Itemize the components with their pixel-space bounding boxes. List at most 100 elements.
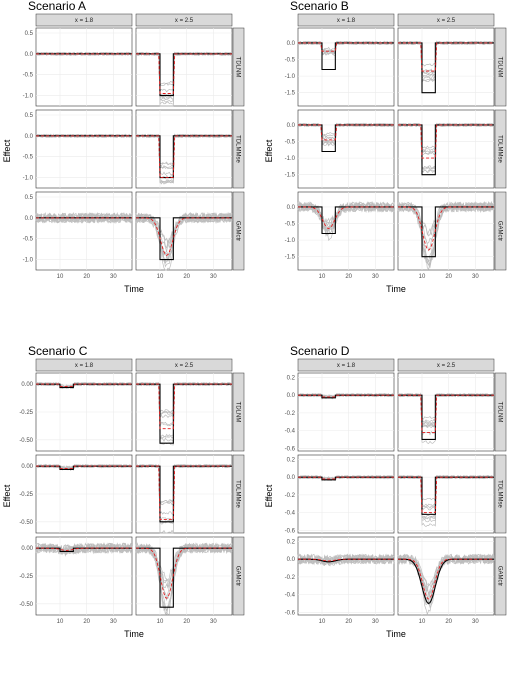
x-tick-label: 30 (472, 619, 479, 625)
x-axis-label: Time (386, 629, 406, 639)
column-strip-label: x = 2.5 (437, 363, 456, 369)
panel-frame (35, 109, 133, 189)
scenario-d: Scenario D Effect Time x = 1.8 0.2 0.0 -0.2 -0.… (264, 344, 507, 639)
simulation-line (297, 201, 395, 234)
column-strip-label: x = 1.8 (75, 363, 94, 369)
mean-line (136, 547, 232, 599)
panel-frame (297, 191, 395, 271)
panel-frame (297, 372, 395, 452)
y-tick-label: 0.5 (25, 195, 34, 201)
row-strip (494, 191, 507, 271)
y-tick-label: 0.0 (287, 123, 296, 129)
y-tick-label: -0.6 (285, 610, 296, 616)
mean-line (298, 476, 394, 480)
mean-line (398, 206, 494, 251)
y-tick-label: -0.4 (285, 511, 296, 517)
y-axis-label: Effect (2, 484, 12, 507)
simulation-line (297, 201, 395, 235)
panel-frame (135, 27, 233, 107)
column-strip-label: x = 2.5 (437, 18, 456, 24)
y-tick-label: 0.00 (21, 382, 33, 388)
x-axis-label: Time (124, 284, 144, 294)
row-strip-label: GAMctr (235, 221, 241, 241)
panel: TDLMMse (135, 109, 245, 189)
y-tick-label: 0.2 (287, 375, 296, 381)
panel: TDLMMse (397, 109, 507, 189)
panel: 0.2 0.0 -0.2 -0.4 -0.6 (285, 454, 395, 534)
y-tick-label: 0.0 (25, 52, 34, 58)
row-strip (232, 536, 245, 616)
x-tick-label: 10 (57, 619, 64, 625)
y-tick-label: 0.00 (21, 546, 33, 552)
row-strip (232, 27, 245, 107)
simulation-line (135, 212, 233, 257)
panel: 10 20 30 GAMctr (397, 191, 507, 280)
y-tick-label: -1.5 (285, 91, 296, 97)
mean-line (136, 465, 232, 521)
y-tick-label: -1.0 (285, 74, 296, 80)
y-tick-label: -0.6 (285, 528, 296, 534)
simulation-line (297, 202, 395, 229)
simulation-line (35, 464, 133, 471)
y-tick-label: -0.5 (285, 222, 296, 228)
row-strip (494, 27, 507, 107)
panel: 10 20 30 GAMctr (397, 536, 507, 625)
mean-line (398, 394, 494, 433)
y-tick-label: -0.25 (19, 492, 33, 498)
panel-frame (35, 27, 133, 107)
panel: 0.00 -0.25 -0.50 (19, 454, 133, 534)
row-strip-label: TDLMMse (497, 480, 503, 508)
panel: TDLNM (135, 372, 245, 452)
row-strip (494, 536, 507, 616)
panel: 0.5 0.0 -0.5 -1.0 (23, 109, 133, 189)
truth-line (136, 547, 232, 608)
column-strip (35, 358, 133, 372)
panel-frame (397, 109, 495, 189)
y-tick-label: -1.5 (285, 255, 296, 261)
truth-line (398, 206, 494, 258)
x-tick-label: 10 (157, 619, 164, 625)
y-axis-label: Effect (264, 139, 274, 162)
panel-frame (297, 454, 395, 534)
panel: 0.5 0.0 -0.5 -1.0 (23, 27, 133, 107)
y-tick-label: -0.2 (285, 575, 296, 581)
column-strip (35, 13, 133, 27)
y-tick-label: -0.5 (285, 58, 296, 64)
panel-frame (297, 109, 395, 189)
panel: 0.2 0.0 -0.2 -0.4 -0.6 10 20 30 (285, 536, 395, 625)
x-tick-label: 20 (445, 274, 452, 280)
mean-line (398, 42, 494, 72)
column-strip (297, 358, 395, 372)
simulation-line (397, 393, 495, 428)
column-strip (397, 358, 495, 372)
y-tick-label: 0.0 (25, 134, 34, 140)
x-axis-label: Time (386, 284, 406, 294)
y-tick-label: 0.2 (287, 539, 296, 545)
x-tick-label: 10 (319, 619, 326, 625)
y-axis-label: Effect (264, 484, 274, 507)
mean-line (136, 217, 232, 256)
simulation-line (135, 133, 233, 167)
y-tick-label: -0.25 (19, 410, 33, 416)
truth-line (298, 206, 394, 235)
mean-line (398, 476, 494, 514)
row-strip (232, 109, 245, 189)
x-tick-label: 30 (372, 274, 379, 280)
row-strip (232, 191, 245, 271)
column-strip (135, 358, 233, 372)
panel-frame (35, 191, 133, 271)
panel: 0.5 0.0 -0.5 -1.0 10 20 30 (23, 191, 133, 280)
simulation-line (35, 542, 133, 555)
x-tick-label: 30 (110, 274, 117, 280)
panel: 10 20 30 GAMctr (135, 536, 245, 625)
panel-frame (397, 536, 495, 616)
y-tick-label: -1.0 (23, 176, 34, 182)
y-tick-label: 0.0 (287, 557, 296, 563)
row-strip-label: TDLMMse (235, 135, 241, 163)
panel-frame (297, 27, 395, 107)
x-tick-label: 30 (110, 619, 117, 625)
x-tick-label: 30 (372, 619, 379, 625)
simulation-line (397, 553, 495, 616)
x-tick-label: 20 (183, 274, 190, 280)
